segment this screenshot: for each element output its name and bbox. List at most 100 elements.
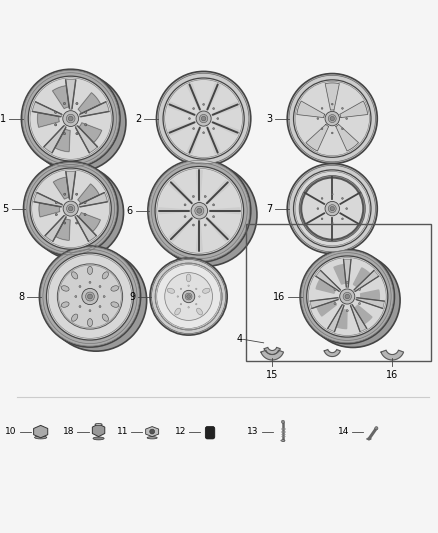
Polygon shape xyxy=(340,101,367,118)
Polygon shape xyxy=(297,101,325,118)
Circle shape xyxy=(27,73,126,172)
Ellipse shape xyxy=(71,272,78,279)
Circle shape xyxy=(332,132,333,134)
Circle shape xyxy=(196,111,211,126)
Circle shape xyxy=(103,295,105,297)
Circle shape xyxy=(330,206,335,211)
Circle shape xyxy=(375,426,378,430)
Circle shape xyxy=(340,289,355,304)
Text: 16: 16 xyxy=(273,292,285,302)
Circle shape xyxy=(204,224,206,226)
Text: 16: 16 xyxy=(386,369,399,379)
Circle shape xyxy=(212,216,215,217)
Circle shape xyxy=(204,196,206,198)
Text: 15: 15 xyxy=(266,369,279,379)
Circle shape xyxy=(321,108,323,109)
Circle shape xyxy=(155,166,244,255)
Polygon shape xyxy=(79,192,107,207)
Ellipse shape xyxy=(186,274,191,282)
Text: 6: 6 xyxy=(127,206,133,216)
Circle shape xyxy=(154,164,257,266)
Circle shape xyxy=(187,295,191,298)
Circle shape xyxy=(79,286,81,287)
Circle shape xyxy=(199,115,208,123)
Circle shape xyxy=(325,111,339,126)
Polygon shape xyxy=(39,203,60,217)
Circle shape xyxy=(332,103,333,105)
Circle shape xyxy=(332,193,333,195)
Circle shape xyxy=(85,124,87,126)
Polygon shape xyxy=(264,348,280,354)
Polygon shape xyxy=(356,297,384,309)
Circle shape xyxy=(217,118,219,119)
Circle shape xyxy=(89,281,91,284)
Circle shape xyxy=(85,292,95,301)
Ellipse shape xyxy=(88,319,92,327)
Circle shape xyxy=(325,201,339,216)
Circle shape xyxy=(307,256,388,337)
Text: 5: 5 xyxy=(2,204,8,214)
Circle shape xyxy=(183,290,195,303)
Polygon shape xyxy=(92,424,105,437)
Circle shape xyxy=(306,253,400,348)
Polygon shape xyxy=(169,217,194,241)
Polygon shape xyxy=(208,208,240,214)
Polygon shape xyxy=(360,290,379,300)
Polygon shape xyxy=(354,270,378,292)
Circle shape xyxy=(185,293,192,300)
Ellipse shape xyxy=(197,308,202,315)
Circle shape xyxy=(192,196,194,198)
Polygon shape xyxy=(206,126,220,154)
Ellipse shape xyxy=(102,314,109,321)
Circle shape xyxy=(345,294,350,299)
Circle shape xyxy=(67,205,75,213)
FancyBboxPatch shape xyxy=(205,426,215,439)
Ellipse shape xyxy=(111,302,119,308)
Ellipse shape xyxy=(111,286,119,291)
Text: 14: 14 xyxy=(337,427,349,436)
Circle shape xyxy=(346,310,348,312)
Circle shape xyxy=(289,165,375,252)
Polygon shape xyxy=(317,301,336,316)
Text: 18: 18 xyxy=(63,427,74,436)
Circle shape xyxy=(55,111,57,114)
Ellipse shape xyxy=(61,302,69,308)
Polygon shape xyxy=(343,259,351,287)
Circle shape xyxy=(346,281,348,284)
Polygon shape xyxy=(324,350,340,357)
Circle shape xyxy=(76,193,78,195)
Circle shape xyxy=(300,249,395,344)
Circle shape xyxy=(84,201,86,204)
Circle shape xyxy=(64,133,66,135)
Circle shape xyxy=(289,75,375,162)
Circle shape xyxy=(358,288,360,290)
Text: 1: 1 xyxy=(0,114,7,124)
Circle shape xyxy=(63,201,78,216)
Circle shape xyxy=(99,305,101,308)
Circle shape xyxy=(21,69,120,168)
Polygon shape xyxy=(78,184,99,204)
Text: 3: 3 xyxy=(266,114,272,124)
Circle shape xyxy=(148,159,251,262)
Polygon shape xyxy=(55,129,70,152)
Ellipse shape xyxy=(147,437,157,439)
Circle shape xyxy=(192,224,194,226)
Circle shape xyxy=(213,127,215,130)
Bar xyxy=(247,224,431,361)
Circle shape xyxy=(321,218,323,220)
Polygon shape xyxy=(310,297,339,309)
Polygon shape xyxy=(205,180,230,205)
Ellipse shape xyxy=(281,440,285,441)
Circle shape xyxy=(88,294,92,299)
Circle shape xyxy=(46,250,147,351)
Circle shape xyxy=(57,264,123,329)
Circle shape xyxy=(213,108,215,109)
Polygon shape xyxy=(79,102,109,117)
Circle shape xyxy=(63,111,78,126)
Circle shape xyxy=(76,133,78,135)
Circle shape xyxy=(99,286,101,287)
Ellipse shape xyxy=(88,266,92,274)
Polygon shape xyxy=(336,309,347,329)
Circle shape xyxy=(201,116,206,121)
Circle shape xyxy=(293,80,371,157)
